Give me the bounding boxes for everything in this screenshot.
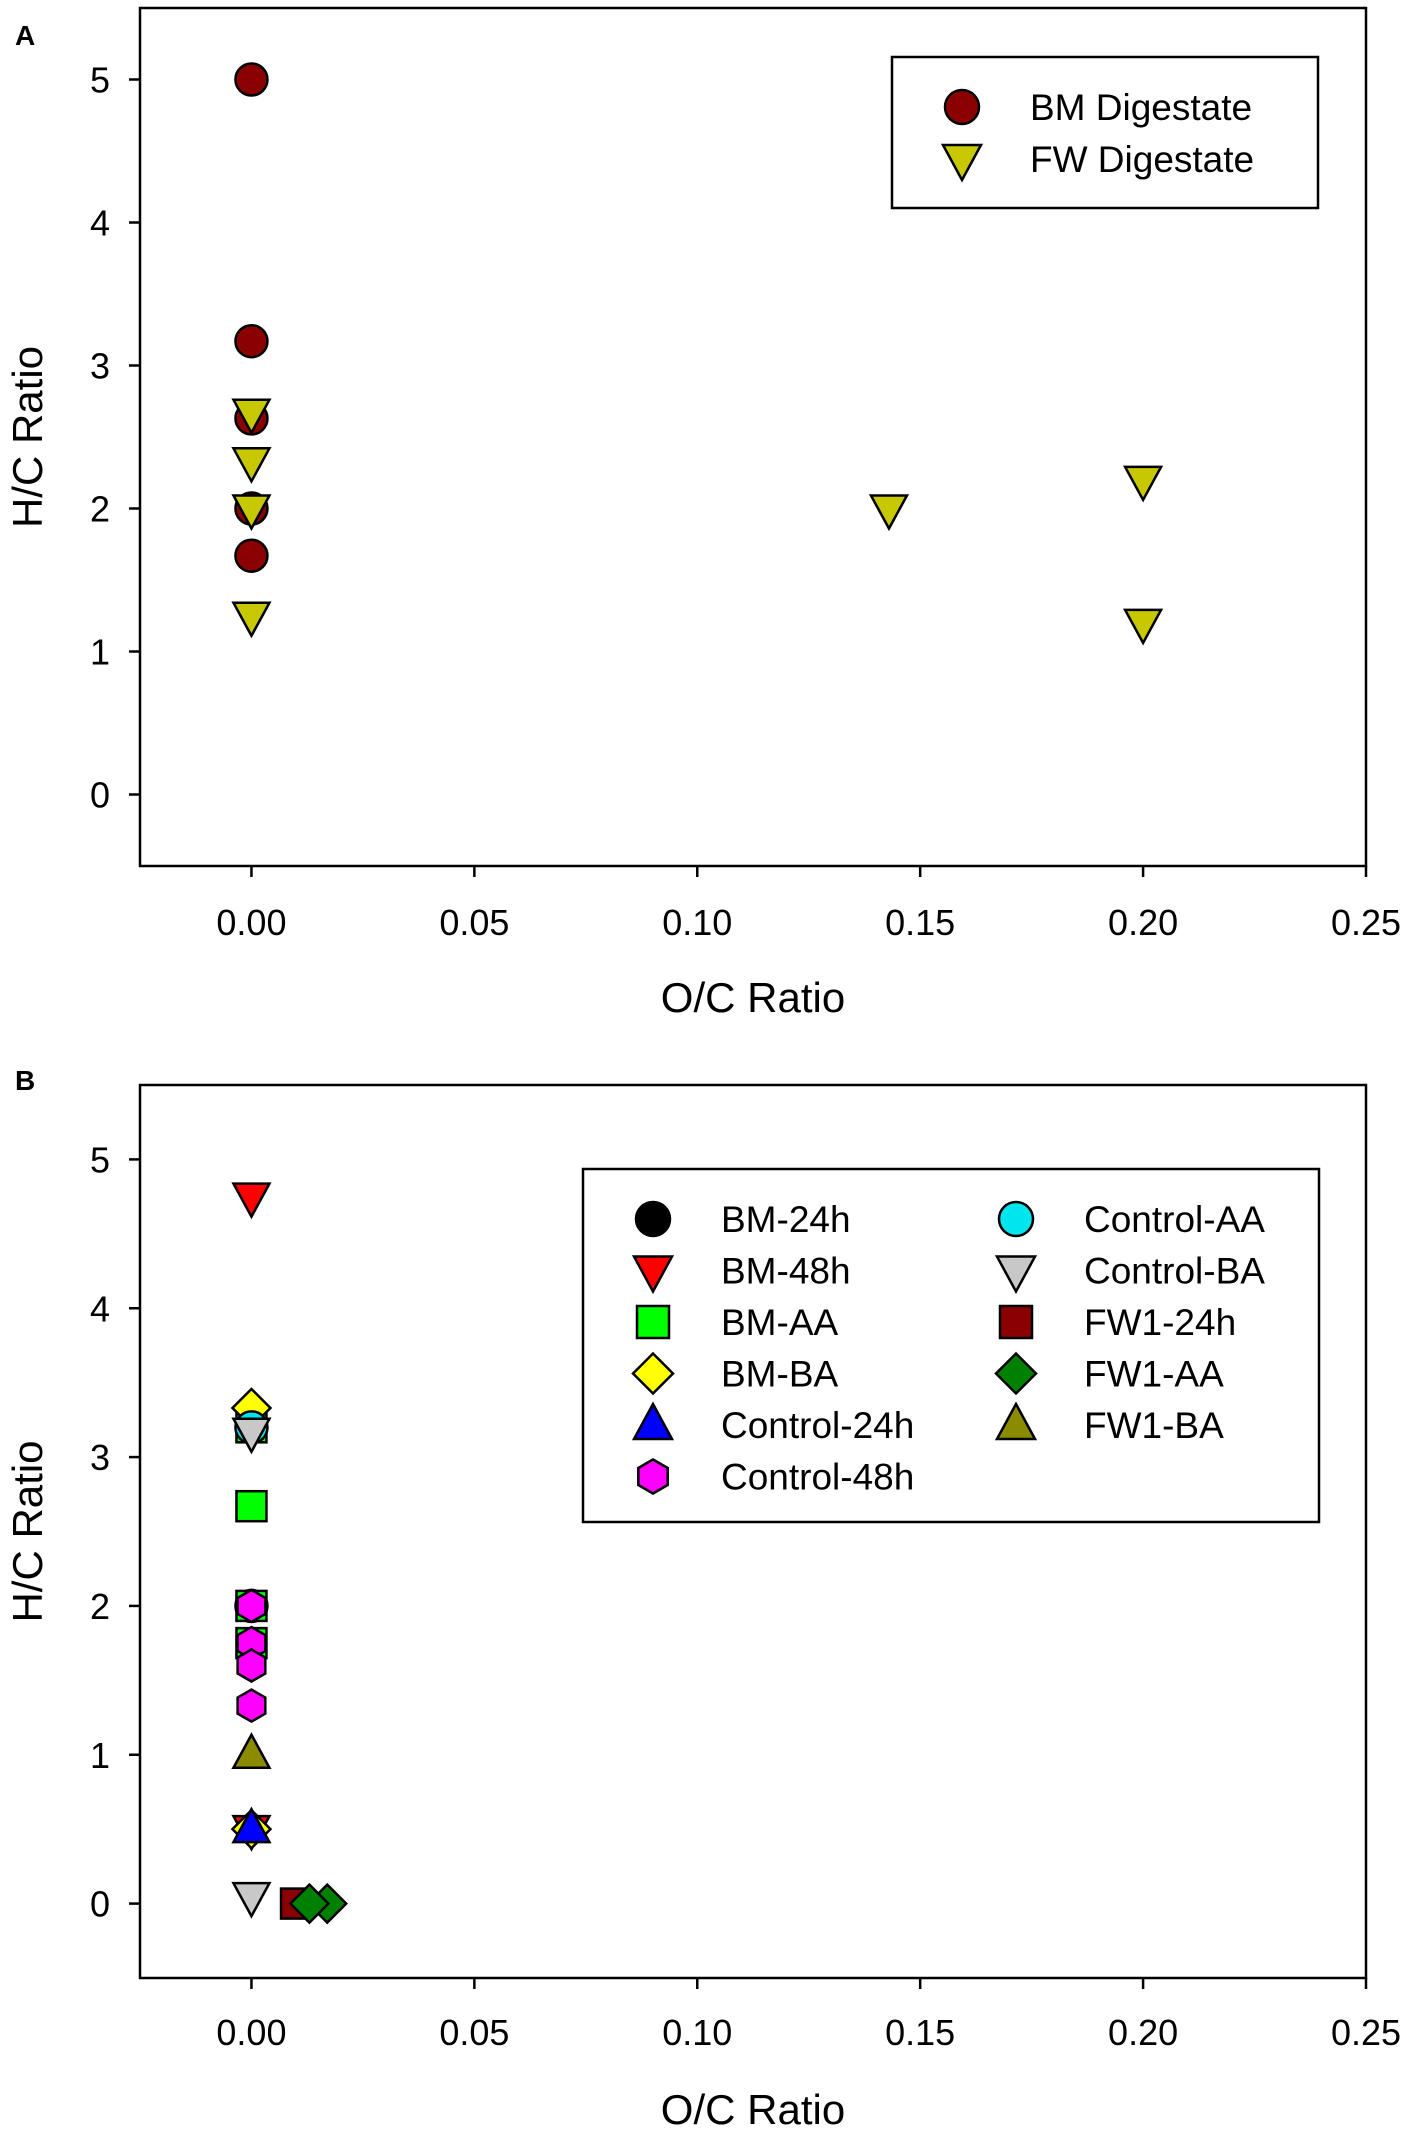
legend-label: BM Digestate (1030, 87, 1252, 128)
data-point-fw-digestate (868, 494, 910, 532)
legend-marker (635, 1304, 671, 1340)
data-point-control-48h (236, 1648, 267, 1683)
data-point-bm-aa (235, 1489, 268, 1523)
plot-frame (138, 6, 1368, 868)
data-point-fw-digestate (231, 601, 272, 639)
legend-marker (998, 1304, 1034, 1340)
data-point-bm-digestate (234, 62, 269, 97)
legend-label: BM-48h (721, 1251, 851, 1292)
legend-marker (631, 1255, 675, 1295)
y-axis-label: H/C Ratio (4, 346, 51, 528)
legend-label: BM-AA (721, 1302, 839, 1343)
legend-label: FW1-24h (1084, 1302, 1236, 1343)
x-tick-label: 0.05 (439, 902, 509, 943)
chart-panel-b: B 0.00 0.05 0.10 0.15 0.20 0.25 0 1 2 3 4 5 O/C Ratio… (4, 1065, 1401, 2133)
y-tick-label: 4 (90, 1288, 110, 1329)
x-tick-label: 0.05 (439, 2012, 509, 2053)
x-tick-label: 0.25 (1331, 2012, 1401, 2053)
legend-box (581, 1167, 1321, 1524)
panel-label: A (15, 20, 35, 51)
legend-label: FW1-BA (1084, 1405, 1224, 1446)
y-tick-label: 0 (90, 1884, 110, 1925)
data-point-fw-digestate (1122, 608, 1164, 646)
legend-label: BM-24h (721, 1199, 851, 1240)
legend-label: Control-BA (1084, 1251, 1265, 1292)
legend-label: Control-24h (721, 1405, 914, 1446)
legend-label: FW Digestate (1030, 139, 1254, 180)
x-tick-label: 0.20 (1108, 2012, 1178, 2053)
legend-label: FW1-AA (1084, 1354, 1224, 1395)
x-tick-label: 0.25 (1331, 902, 1401, 943)
data-point-fw-digestate (231, 398, 272, 436)
data-point-control-ba (231, 1881, 272, 1919)
data-point-control-ba (231, 1417, 272, 1455)
y-tick-label: 3 (90, 1437, 110, 1478)
data-point-fw1-aa (288, 1882, 331, 1925)
legend-marker (994, 1351, 1038, 1396)
y-tick-label: 4 (90, 203, 110, 244)
y-tick-label: 1 (90, 1735, 110, 1776)
data-point-bm-digestate (234, 538, 269, 573)
data-point-bm-digestate (234, 323, 269, 359)
y-tick-label: 2 (90, 489, 110, 530)
panel-label: B (15, 1065, 35, 1096)
legend-marker (637, 1458, 669, 1495)
plot-frame (138, 1083, 1368, 1980)
y-tick-label: 3 (90, 346, 110, 387)
data-point-bm-48h (231, 1182, 272, 1220)
legend-label: Control-AA (1084, 1199, 1265, 1240)
legend-marker (631, 1401, 675, 1441)
legend-marker (994, 1255, 1038, 1295)
legend: BM-24h BM-48h BM-AA BM-BA Control-24h Control… (581, 1167, 1321, 1524)
x-tick-label: 0.10 (662, 2012, 732, 2053)
chart-panel-a: A 0.00 0.05 0.10 0.15 0.20 0.25 0 1 2 3 4 5 O/C Ratio… (4, 6, 1401, 1021)
x-tick-label: 0.10 (662, 902, 732, 943)
legend: BM Digestate FW Digestate (890, 55, 1320, 210)
legend-marker (940, 143, 984, 183)
y-tick-label: 1 (90, 632, 110, 673)
y-tick-label: 2 (90, 1586, 110, 1627)
data-point-control-48h (236, 1588, 267, 1624)
legend-marker (943, 88, 981, 126)
legend-box (890, 55, 1320, 210)
y-tick-label: 5 (90, 60, 110, 101)
x-tick-label: 0.00 (216, 2012, 286, 2053)
data-point-fw1-ba (231, 1732, 272, 1769)
x-axis-label: O/C Ratio (661, 974, 845, 1021)
x-tick-label: 0.00 (216, 902, 286, 943)
x-tick-label: 0.15 (885, 902, 955, 943)
data-points (231, 62, 1164, 646)
legend-marker (994, 1401, 1038, 1441)
legend-marker (631, 1351, 675, 1396)
data-point-fw-digestate (231, 447, 272, 484)
legend-label: Control-48h (721, 1457, 914, 1498)
data-point-fw-digestate (1122, 465, 1164, 503)
y-tick-label: 0 (90, 775, 110, 816)
x-tick-label: 0.20 (1108, 902, 1178, 943)
y-axis-label: H/C Ratio (4, 1440, 51, 1622)
data-points (230, 1182, 349, 1925)
legend-marker (634, 1200, 672, 1238)
y-tick-label: 5 (90, 1139, 110, 1180)
x-tick-label: 0.15 (885, 2012, 955, 2053)
legend-marker (997, 1200, 1035, 1238)
data-point-control-48h (236, 1688, 267, 1724)
x-axis-label: O/C Ratio (661, 2086, 845, 2133)
data-point-fw-digestate (231, 494, 272, 532)
data-point-control-24h (231, 1806, 272, 1844)
legend-label: BM-BA (721, 1354, 839, 1395)
